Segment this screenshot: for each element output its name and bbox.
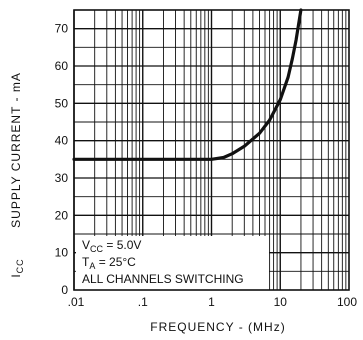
y-tick-label: 10 xyxy=(55,246,69,260)
x-tick-label: 1 xyxy=(208,295,215,309)
annotation-vcc: VCC = 5.0V xyxy=(82,238,141,254)
y-tick-label: 70 xyxy=(55,22,69,36)
x-tick-label: 10 xyxy=(274,295,288,309)
y-tick-label: 20 xyxy=(55,208,69,222)
x-axis-ticks: .01 .1 1 10 100 xyxy=(68,295,358,309)
annotation-box xyxy=(76,236,269,290)
annotation-note: ALL CHANNELS SWITCHING xyxy=(82,272,244,286)
y-tick-label: 60 xyxy=(55,59,69,73)
x-axis-title: FREQUENCY - (MHz) xyxy=(150,320,285,334)
x-tick-label: 100 xyxy=(337,295,357,309)
x-tick-label: .01 xyxy=(68,295,85,309)
annotation-ta: TA = 25°C xyxy=(82,255,136,271)
y-axis-title: SUPPLY CURRENT - mA xyxy=(9,72,23,228)
y-tick-label: 0 xyxy=(61,283,68,297)
y-tick-label: 40 xyxy=(55,134,69,148)
y-axis-ticks: 0 10 20 30 40 50 60 70 xyxy=(55,22,69,297)
y-tick-label: 30 xyxy=(55,171,69,185)
x-tick-label: .1 xyxy=(138,295,148,309)
series-line xyxy=(72,8,303,161)
y-axis-symbol: ICC xyxy=(9,258,25,277)
plot-frame xyxy=(73,9,350,291)
y-tick-label: 50 xyxy=(55,96,69,110)
